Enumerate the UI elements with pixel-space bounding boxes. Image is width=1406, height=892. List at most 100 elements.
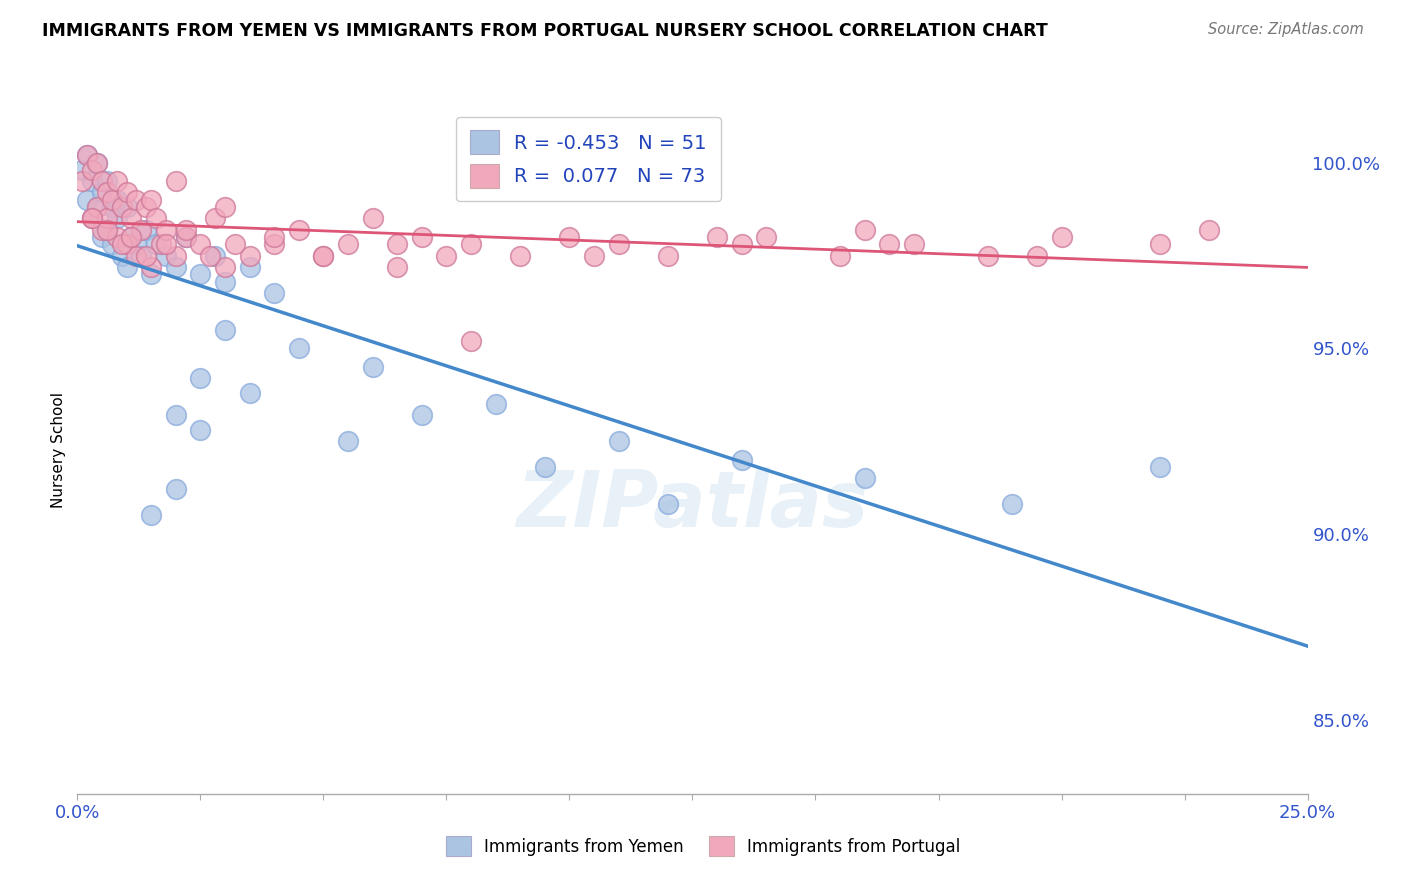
Point	[361, 211, 384, 226]
Point	[1198, 222, 1220, 236]
Point	[263, 230, 285, 244]
Point	[155, 222, 177, 236]
Point	[1050, 230, 1073, 244]
Point	[239, 385, 262, 400]
Point	[263, 285, 285, 300]
Point	[131, 248, 153, 262]
Point	[96, 174, 118, 188]
Point	[141, 508, 163, 523]
Point	[411, 230, 433, 244]
Point	[558, 230, 581, 244]
Point	[214, 275, 236, 289]
Point	[165, 174, 187, 188]
Point	[460, 237, 482, 252]
Point	[830, 248, 852, 262]
Point	[96, 211, 118, 226]
Point	[165, 408, 187, 422]
Point	[853, 471, 876, 485]
Point	[190, 237, 212, 252]
Point	[76, 193, 98, 207]
Point	[101, 237, 124, 252]
Point	[82, 211, 104, 226]
Point	[204, 248, 226, 262]
Point	[121, 230, 143, 244]
Point	[853, 222, 876, 236]
Point	[131, 222, 153, 236]
Point	[263, 237, 285, 252]
Point	[460, 334, 482, 348]
Point	[76, 148, 98, 162]
Point	[657, 248, 679, 262]
Point	[125, 248, 148, 262]
Legend: R = -0.453   N = 51, R =  0.077   N = 73: R = -0.453 N = 51, R = 0.077 N = 73	[456, 117, 720, 202]
Point	[101, 200, 124, 214]
Point	[105, 211, 128, 226]
Point	[86, 155, 108, 169]
Point	[337, 237, 360, 252]
Point	[121, 230, 143, 244]
Point	[165, 260, 187, 274]
Point	[96, 222, 118, 236]
Point	[165, 483, 187, 497]
Point	[387, 260, 409, 274]
Point	[190, 423, 212, 437]
Point	[879, 237, 901, 252]
Text: ZIPatlas: ZIPatlas	[516, 467, 869, 543]
Point	[90, 186, 114, 200]
Point	[436, 248, 458, 262]
Point	[150, 237, 173, 252]
Point	[361, 359, 384, 374]
Point	[141, 193, 163, 207]
Point	[96, 222, 118, 236]
Point	[214, 260, 236, 274]
Point	[90, 222, 114, 236]
Point	[86, 200, 108, 214]
Point	[755, 230, 778, 244]
Point	[82, 174, 104, 188]
Point	[86, 155, 108, 169]
Point	[1026, 248, 1049, 262]
Point	[239, 248, 262, 262]
Point	[82, 163, 104, 178]
Point	[145, 237, 167, 252]
Point	[105, 193, 128, 207]
Point	[105, 174, 128, 188]
Point	[174, 222, 197, 236]
Point	[485, 397, 508, 411]
Point	[165, 248, 187, 262]
Point	[288, 222, 311, 236]
Point	[190, 371, 212, 385]
Point	[657, 497, 679, 511]
Point	[70, 163, 93, 178]
Point	[190, 267, 212, 281]
Point	[977, 248, 1000, 262]
Point	[1149, 237, 1171, 252]
Point	[90, 174, 114, 188]
Point	[135, 222, 157, 236]
Point	[76, 148, 98, 162]
Point	[731, 237, 754, 252]
Legend: Immigrants from Yemen, Immigrants from Portugal: Immigrants from Yemen, Immigrants from P…	[439, 830, 967, 863]
Point	[70, 174, 93, 188]
Point	[82, 211, 104, 226]
Point	[101, 193, 124, 207]
Text: IMMIGRANTS FROM YEMEN VS IMMIGRANTS FROM PORTUGAL NURSERY SCHOOL CORRELATION CHA: IMMIGRANTS FROM YEMEN VS IMMIGRANTS FROM…	[42, 22, 1047, 40]
Point	[96, 186, 118, 200]
Y-axis label: Nursery School: Nursery School	[51, 392, 66, 508]
Point	[115, 260, 138, 274]
Point	[239, 260, 262, 274]
Point	[224, 237, 246, 252]
Point	[145, 211, 167, 226]
Point	[111, 248, 134, 262]
Point	[115, 186, 138, 200]
Point	[135, 248, 157, 262]
Point	[141, 260, 163, 274]
Point	[509, 248, 531, 262]
Point	[312, 248, 335, 262]
Point	[115, 200, 138, 214]
Point	[155, 248, 177, 262]
Point	[731, 452, 754, 467]
Point	[125, 237, 148, 252]
Point	[111, 200, 134, 214]
Point	[387, 237, 409, 252]
